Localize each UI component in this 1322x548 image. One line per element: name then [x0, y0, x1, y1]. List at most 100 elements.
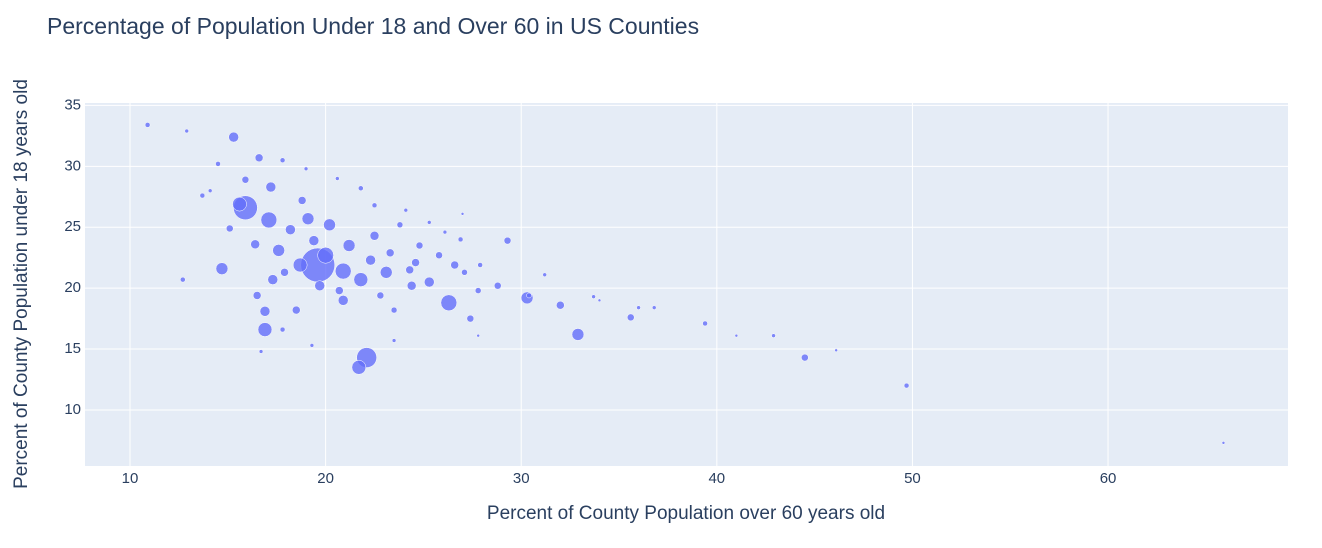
bubble [903, 382, 910, 389]
bubble [503, 236, 512, 245]
bubble [309, 343, 315, 348]
bubble [279, 157, 286, 164]
marks [144, 122, 1226, 445]
x-tick-label: 60 [1100, 470, 1117, 487]
bubble [457, 236, 464, 243]
chart-title: Percentage of Population Under 18 and Ov… [47, 13, 699, 39]
x-tick-label: 50 [904, 470, 921, 487]
bubble [258, 349, 264, 354]
bubble [771, 333, 776, 338]
bubble [215, 161, 221, 167]
bubble [591, 294, 596, 299]
bubble [254, 153, 264, 163]
y-tick-label: 10 [64, 401, 81, 418]
y-tick-label: 15 [64, 340, 81, 357]
x-tick-label: 10 [122, 470, 139, 487]
bubble [396, 221, 404, 229]
bubble [207, 188, 213, 193]
x-axis-title: Percent of County Population over 60 yea… [487, 503, 885, 524]
bubble [280, 268, 289, 277]
bubble [435, 251, 443, 260]
bubble [734, 333, 739, 338]
bubble [279, 326, 286, 333]
bubble [308, 235, 320, 246]
plot-area [85, 103, 1288, 466]
bubble [317, 247, 334, 264]
bubble [265, 181, 277, 193]
bubble [184, 128, 189, 134]
bubble [627, 313, 635, 322]
bubble [260, 211, 278, 229]
y-tick-label: 25 [64, 218, 81, 235]
bubble [571, 328, 585, 341]
bubble [314, 280, 325, 291]
bubble [493, 281, 502, 290]
bubble [371, 202, 378, 209]
bubble [702, 320, 708, 327]
bubble [460, 212, 465, 216]
y-tick-label: 35 [64, 96, 81, 113]
bubble [411, 258, 420, 267]
bubble [353, 272, 369, 287]
bubble [1221, 441, 1226, 445]
bubble [405, 265, 414, 275]
bubble [424, 276, 435, 288]
x-tick-label: 20 [317, 470, 334, 487]
bubble [385, 248, 395, 258]
bubble [257, 322, 273, 337]
bubble [440, 294, 458, 312]
bubble [597, 298, 602, 303]
bubble [379, 266, 393, 279]
bubble [232, 196, 247, 212]
bubble [323, 218, 336, 232]
bubble [337, 295, 349, 306]
bubble [365, 254, 376, 266]
bubble [651, 305, 657, 310]
bubble [297, 196, 307, 205]
bubble [390, 306, 398, 314]
y-tick-label: 30 [64, 157, 81, 174]
bubble [342, 239, 356, 252]
bubble [250, 239, 260, 250]
bubble [450, 260, 459, 270]
bubble [285, 224, 296, 235]
bubble [335, 176, 340, 181]
bubble [461, 269, 468, 276]
bubble [292, 257, 308, 273]
bubble [228, 131, 239, 143]
bubble [376, 291, 385, 300]
bubble [476, 333, 480, 338]
bubble [301, 212, 315, 225]
bubble [351, 360, 367, 375]
bubble [834, 348, 838, 353]
y-axis-title: Percent of County Population under 18 ye… [11, 79, 32, 489]
bubble [391, 338, 397, 343]
bubble [226, 224, 234, 233]
bubble [252, 291, 262, 300]
bubble [415, 241, 424, 250]
bubble [406, 280, 417, 291]
bubble [180, 276, 186, 283]
y-tick-label: 20 [64, 279, 81, 296]
bubble [358, 185, 364, 192]
bubble [542, 272, 547, 278]
bubble [241, 175, 250, 184]
bubble [267, 274, 279, 285]
bubble [556, 300, 565, 310]
bubble [636, 305, 641, 310]
bubble [474, 287, 482, 294]
bubble [403, 207, 409, 213]
bubble [466, 314, 475, 323]
bubble [442, 229, 448, 235]
bubble [801, 353, 809, 362]
bubble [477, 262, 483, 268]
bubble [259, 306, 271, 317]
bubble [369, 231, 380, 241]
bubble [199, 192, 206, 199]
bubble [272, 244, 285, 257]
x-tick-label: 30 [513, 470, 530, 487]
grid [85, 103, 1288, 466]
bubble [215, 262, 229, 275]
bubble [334, 262, 352, 280]
bubble [427, 220, 432, 225]
